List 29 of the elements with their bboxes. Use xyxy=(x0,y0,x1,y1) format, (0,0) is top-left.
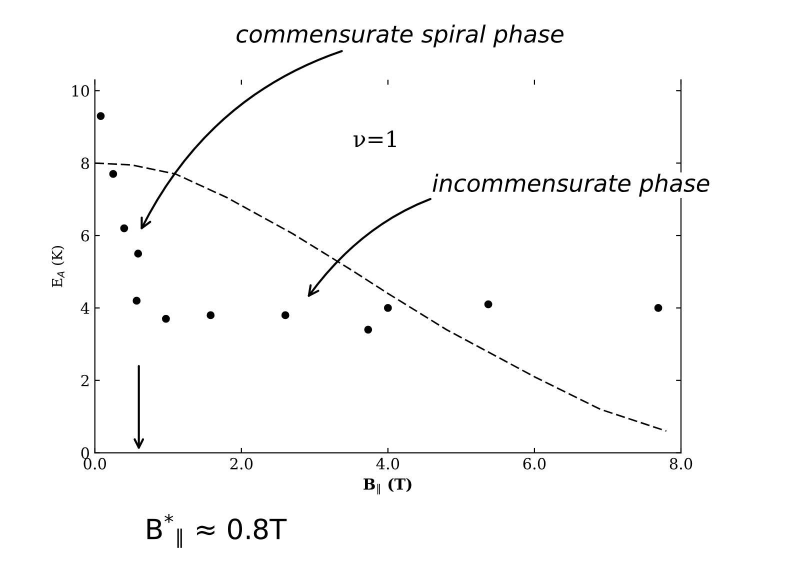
x-tick-label: 0.0 xyxy=(84,458,106,470)
x-axis-title: B$_{∥}$ (T) xyxy=(364,478,412,494)
x-tick-label: 4.0 xyxy=(376,458,400,470)
point xyxy=(120,224,128,232)
point xyxy=(364,326,372,334)
y-tick-label: 4 xyxy=(80,302,90,314)
text: commensurate spiral phase xyxy=(236,24,564,48)
y-tick-label: 10 xyxy=(72,85,89,97)
y-axis-title: E$_{A}$ (K) xyxy=(52,246,64,288)
annotation: incommensurate phase xyxy=(432,174,710,197)
x-tick-label: 6.0 xyxy=(523,458,546,470)
y-tick-label: 2 xyxy=(81,374,89,386)
point xyxy=(109,170,118,178)
y-tick-label: 6 xyxy=(81,230,90,242)
y-tick-label: 0 xyxy=(81,447,89,459)
x-tick-label: 2.0 xyxy=(230,458,253,470)
point xyxy=(281,311,290,320)
point xyxy=(384,304,392,312)
point xyxy=(134,250,142,258)
point xyxy=(162,314,170,323)
x-tick-label: 8.0 xyxy=(670,458,692,470)
point xyxy=(206,311,215,320)
text: B$^{*}$$_{∥}$ ≈ 0.8T xyxy=(147,514,287,548)
point xyxy=(132,296,141,305)
point xyxy=(654,304,662,312)
point xyxy=(484,300,492,308)
annotation: ν=1 xyxy=(354,130,396,147)
y-tick-label: 8 xyxy=(81,158,89,170)
point xyxy=(96,112,105,120)
